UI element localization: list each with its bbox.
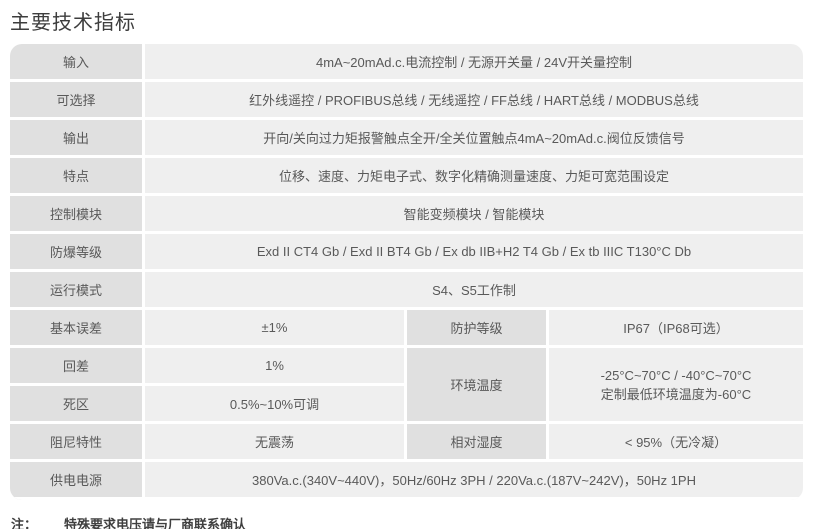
value-basic-error: ±1% [145, 310, 407, 348]
label-operation-mode: 运行模式 [10, 272, 145, 310]
value-hysteresis: 1% [145, 348, 407, 386]
footnote: 注： 特殊要求电压请与厂商联系确认 [10, 514, 803, 529]
table-row-damping: 阻尼特性 无震荡 相对湿度 < 95%（无冷凝） [10, 424, 803, 462]
table-row-input: 输入 4mA~20mAd.c.电流控制 / 无源开关量 / 24V开关量控制 [10, 44, 803, 82]
label-ambient-temp: 环境温度 [407, 348, 549, 424]
value-explosion-proof: Exd II CT4 Gb / Exd II BT4 Gb / Ex db II… [145, 234, 803, 272]
page-title: 主要技术指标 [10, 12, 136, 34]
ambient-temp-line1: -25°C~70°C / -40°C~70°C [600, 367, 752, 383]
label-protection-grade: 防护等级 [407, 310, 549, 348]
value-damping: 无震荡 [145, 424, 407, 462]
label-relative-humidity: 相对湿度 [407, 424, 549, 462]
value-ambient-temp: -25°C~70°C / -40°C~70°C 定制最低环境温度为-60°C [549, 348, 803, 424]
table-row-control-module: 控制模块 智能变频模块 / 智能模块 [10, 196, 803, 234]
value-relative-humidity: < 95%（无冷凝） [549, 424, 803, 462]
label-features: 特点 [10, 158, 145, 196]
label-input: 输入 [10, 44, 145, 82]
table-row-hysteresis: 回差 1% 环境温度 -25°C~70°C / -40°C~70°C 定制最低环… [10, 348, 803, 424]
value-operation-mode: S4、S5工作制 [145, 272, 803, 310]
ambient-temp-line2: 定制最低环境温度为-60°C [600, 386, 752, 402]
value-control-module: 智能变频模块 / 智能模块 [145, 196, 803, 234]
label-power-supply: 供电电源 [10, 462, 145, 500]
table-row-operation-mode: 运行模式 S4、S5工作制 [10, 272, 803, 310]
table-row-basic-error: 基本误差 ±1% 防护等级 IP67（IP68可选） [10, 310, 803, 348]
table-row-dead-zone: 死区 0.5%~10%可调 [10, 386, 803, 424]
value-input: 4mA~20mAd.c.电流控制 / 无源开关量 / 24V开关量控制 [145, 44, 803, 82]
footnote-text: 特殊要求电压请与厂商联系确认 [64, 517, 247, 529]
value-protection-grade: IP67（IP68可选） [549, 310, 803, 348]
table-row-features: 特点 位移、速度、力矩电子式、数字化精确测量速度、力矩可宽范围设定 [10, 158, 803, 196]
value-optional: 红外线遥控 / PROFIBUS总线 / 无线遥控 / FF总线 / HART总… [145, 82, 803, 120]
value-dead-zone: 0.5%~10%可调 [145, 386, 407, 424]
table-row-optional: 可选择 红外线遥控 / PROFIBUS总线 / 无线遥控 / FF总线 / H… [10, 82, 803, 120]
value-features: 位移、速度、力矩电子式、数字化精确测量速度、力矩可宽范围设定 [145, 158, 803, 196]
label-control-module: 控制模块 [10, 196, 145, 234]
value-output: 开向/关向过力矩报警触点全开/全关位置触点4mA~20mAd.c.阀位反馈信号 [145, 120, 803, 158]
label-output: 输出 [10, 120, 145, 158]
label-dead-zone: 死区 [10, 386, 145, 424]
label-hysteresis: 回差 [10, 348, 145, 386]
label-explosion-proof: 防爆等级 [10, 234, 145, 272]
table-row-power-supply: 供电电源 380Va.c.(340V~440V)，50Hz/60Hz 3PH /… [10, 462, 803, 500]
footnote-prefix: 注： [11, 517, 38, 529]
table-row-explosion-proof: 防爆等级 Exd II CT4 Gb / Exd II BT4 Gb / Ex … [10, 234, 803, 272]
spec-table: 输入 4mA~20mAd.c.电流控制 / 无源开关量 / 24V开关量控制 可… [10, 44, 803, 500]
label-damping: 阻尼特性 [10, 424, 145, 462]
table-row-output: 输出 开向/关向过力矩报警触点全开/全关位置触点4mA~20mAd.c.阀位反馈… [10, 120, 803, 158]
label-basic-error: 基本误差 [10, 310, 145, 348]
label-optional: 可选择 [10, 82, 145, 120]
value-power-supply: 380Va.c.(340V~440V)，50Hz/60Hz 3PH / 220V… [145, 462, 803, 500]
